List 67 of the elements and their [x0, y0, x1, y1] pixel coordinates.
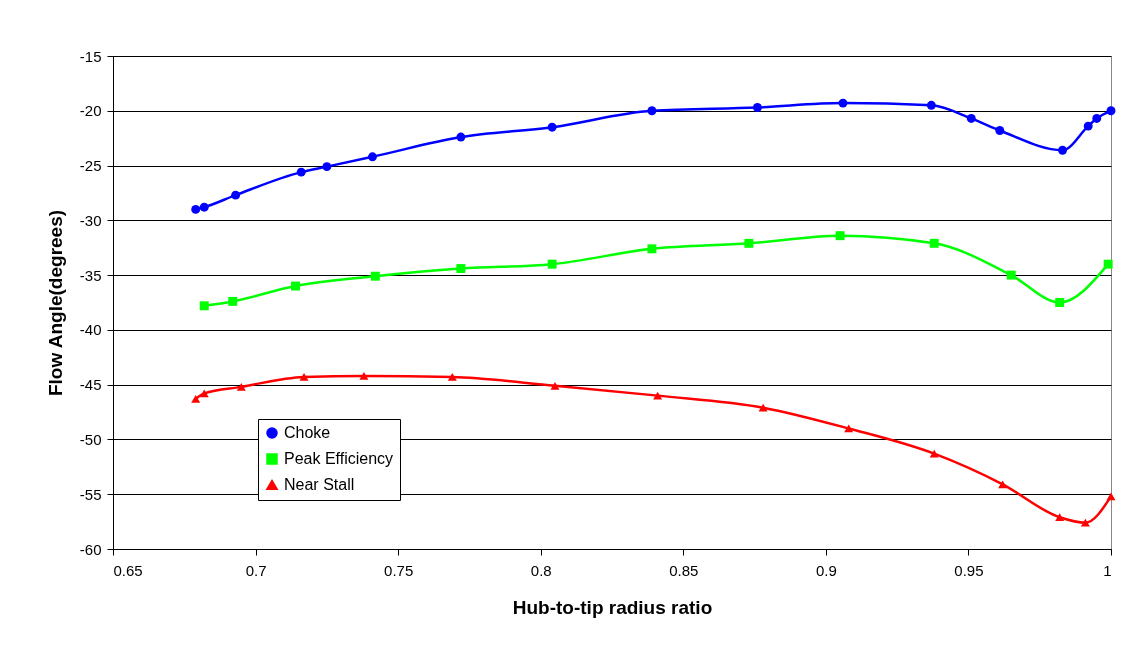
y-tick-label: -25 — [79, 157, 102, 175]
point — [835, 231, 845, 241]
point — [299, 373, 309, 381]
point — [291, 281, 300, 291]
point — [926, 100, 936, 110]
x-tick-label: 0.7 — [245, 561, 267, 579]
y-tick-label: -35 — [79, 266, 102, 284]
point — [199, 301, 209, 311]
y-tick-label: -40 — [79, 321, 102, 339]
legend-label: Peak Efficiency — [284, 450, 394, 467]
point — [1106, 106, 1116, 116]
point — [231, 190, 241, 200]
point — [199, 202, 209, 212]
point — [547, 122, 557, 132]
point — [456, 264, 466, 274]
point — [456, 132, 466, 142]
point — [1103, 259, 1113, 269]
point — [1055, 513, 1065, 522]
x-tick-label: 0.95 — [954, 561, 984, 579]
point — [647, 244, 657, 254]
x-axis-title: Hub-to-tip radius ratio — [512, 596, 713, 618]
point — [1055, 298, 1065, 307]
y-tick-label: -20 — [79, 102, 102, 120]
y-tick-label: -30 — [79, 211, 102, 229]
point — [1092, 113, 1102, 123]
point — [995, 126, 1005, 135]
point — [199, 389, 209, 398]
point — [296, 167, 306, 177]
x-tick-label: 0.8 — [530, 561, 552, 579]
point — [1083, 121, 1093, 131]
y-tick-label: -60 — [79, 540, 102, 558]
point — [1106, 492, 1116, 501]
point — [370, 271, 380, 281]
y-tick-label: -50 — [79, 430, 102, 448]
point — [547, 259, 557, 269]
legend-label: Choke — [284, 424, 331, 441]
point — [758, 403, 768, 412]
x-tick-label: 0.85 — [669, 561, 699, 579]
point — [1080, 518, 1090, 527]
point — [359, 372, 369, 380]
point — [191, 395, 201, 403]
y-axis-title: Flow Angle(degrees) — [44, 209, 66, 397]
point — [647, 106, 657, 116]
x-tick-label: 0.9 — [815, 561, 837, 579]
point — [929, 238, 939, 248]
legend-label: Near Stall — [284, 476, 355, 493]
point — [998, 480, 1008, 489]
x-tick-label: 0.65 — [113, 561, 143, 579]
point — [966, 113, 976, 123]
point — [752, 103, 762, 112]
point — [1058, 145, 1067, 155]
x-tick-label: 1 — [1103, 561, 1112, 579]
point — [447, 373, 457, 381]
point — [236, 382, 246, 391]
y-tick-label: -45 — [79, 376, 102, 394]
point — [1006, 270, 1016, 280]
point — [228, 296, 238, 306]
y-tick-label: -15 — [79, 47, 102, 65]
y-tick-label: -55 — [79, 485, 102, 503]
point — [550, 381, 560, 390]
point — [744, 238, 754, 248]
point — [322, 162, 332, 172]
x-tick-label: 0.75 — [384, 561, 414, 579]
point — [838, 98, 848, 108]
point — [929, 449, 939, 458]
point — [368, 152, 377, 162]
point — [191, 204, 201, 214]
